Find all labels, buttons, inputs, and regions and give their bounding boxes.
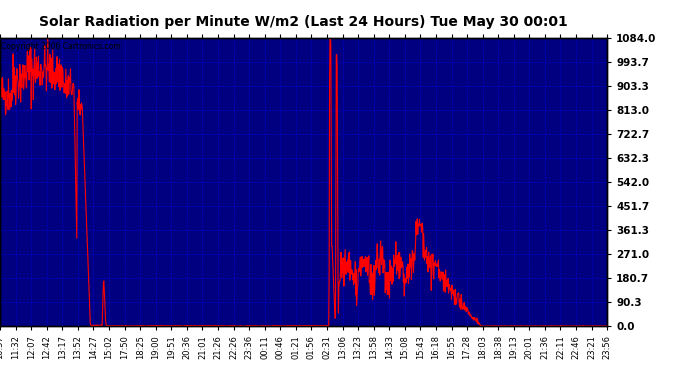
Text: Copyright 2006 Cartronics.com: Copyright 2006 Cartronics.com [1,42,121,51]
Text: Solar Radiation per Minute W/m2 (Last 24 Hours) Tue May 30 00:01: Solar Radiation per Minute W/m2 (Last 24… [39,15,568,29]
